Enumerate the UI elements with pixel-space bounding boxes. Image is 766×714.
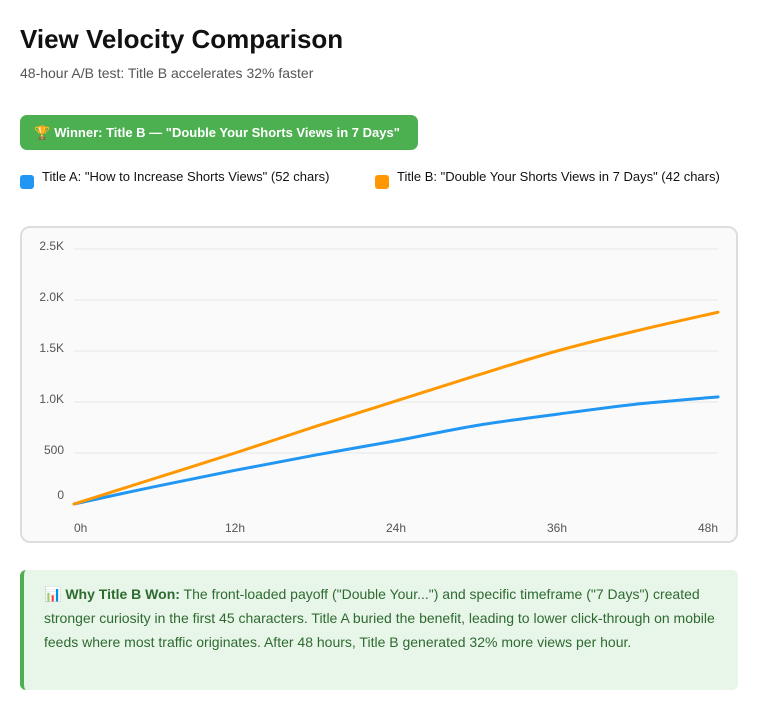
y-tick-label: 2.0K — [39, 290, 64, 304]
x-tick-label: 24h — [386, 521, 406, 535]
x-tick-label: 36h — [547, 521, 567, 535]
series-line-title-b — [72, 310, 720, 506]
y-tick-label: 1.0K — [39, 392, 64, 406]
insight-text: The front-loaded payoff ("Double Your...… — [44, 586, 715, 650]
legend-swatch-b — [375, 175, 389, 189]
x-tick-label: 0h — [74, 521, 87, 535]
trophy-icon: 🏆 — [34, 124, 51, 140]
winner-badge: 🏆 Winner: Title B — "Double Your Shorts … — [20, 115, 418, 150]
page-subtitle: 48-hour A/B test: Title B accelerates 32… — [20, 65, 314, 81]
legend-item-title-a: Title A: "How to Increase Shorts Views" … — [20, 168, 375, 189]
y-tick-label: 0 — [57, 488, 64, 502]
chart-legend: Title A: "How to Increase Shorts Views" … — [20, 168, 740, 189]
legend-label-b: Title B: "Double Your Shorts Views in 7 … — [397, 169, 720, 184]
y-tick-label: 2.5K — [39, 239, 64, 253]
y-tick-label: 1.5K — [39, 341, 64, 355]
series-line-title-a — [72, 395, 720, 506]
y-tick-label: 500 — [44, 443, 64, 457]
x-tick-label: 12h — [225, 521, 245, 535]
legend-label-a: Title A: "How to Increase Shorts Views" … — [42, 169, 330, 184]
line-chart: 0 500 1.0K 1.5K 2.0K 2.5K 0h 12h 24h 36h 48h — [39, 239, 720, 535]
x-tick-label: 48h — [698, 521, 718, 535]
insight-heading: Why Title B Won: — [65, 586, 180, 602]
legend-item-title-b: Title B: "Double Your Shorts Views in 7 … — [375, 168, 730, 189]
insight-box: 📊 Why Title B Won: The front-loaded payo… — [20, 570, 738, 690]
chart-container: 0 500 1.0K 1.5K 2.0K 2.5K 0h 12h 24h 36h 48h — [20, 226, 738, 543]
page-title: View Velocity Comparison — [20, 24, 344, 54]
winner-text: Winner: Title B — "Double Your Shorts Vi… — [54, 125, 400, 140]
bar-chart-icon: 📊 — [44, 586, 62, 602]
legend-swatch-a — [20, 175, 34, 189]
